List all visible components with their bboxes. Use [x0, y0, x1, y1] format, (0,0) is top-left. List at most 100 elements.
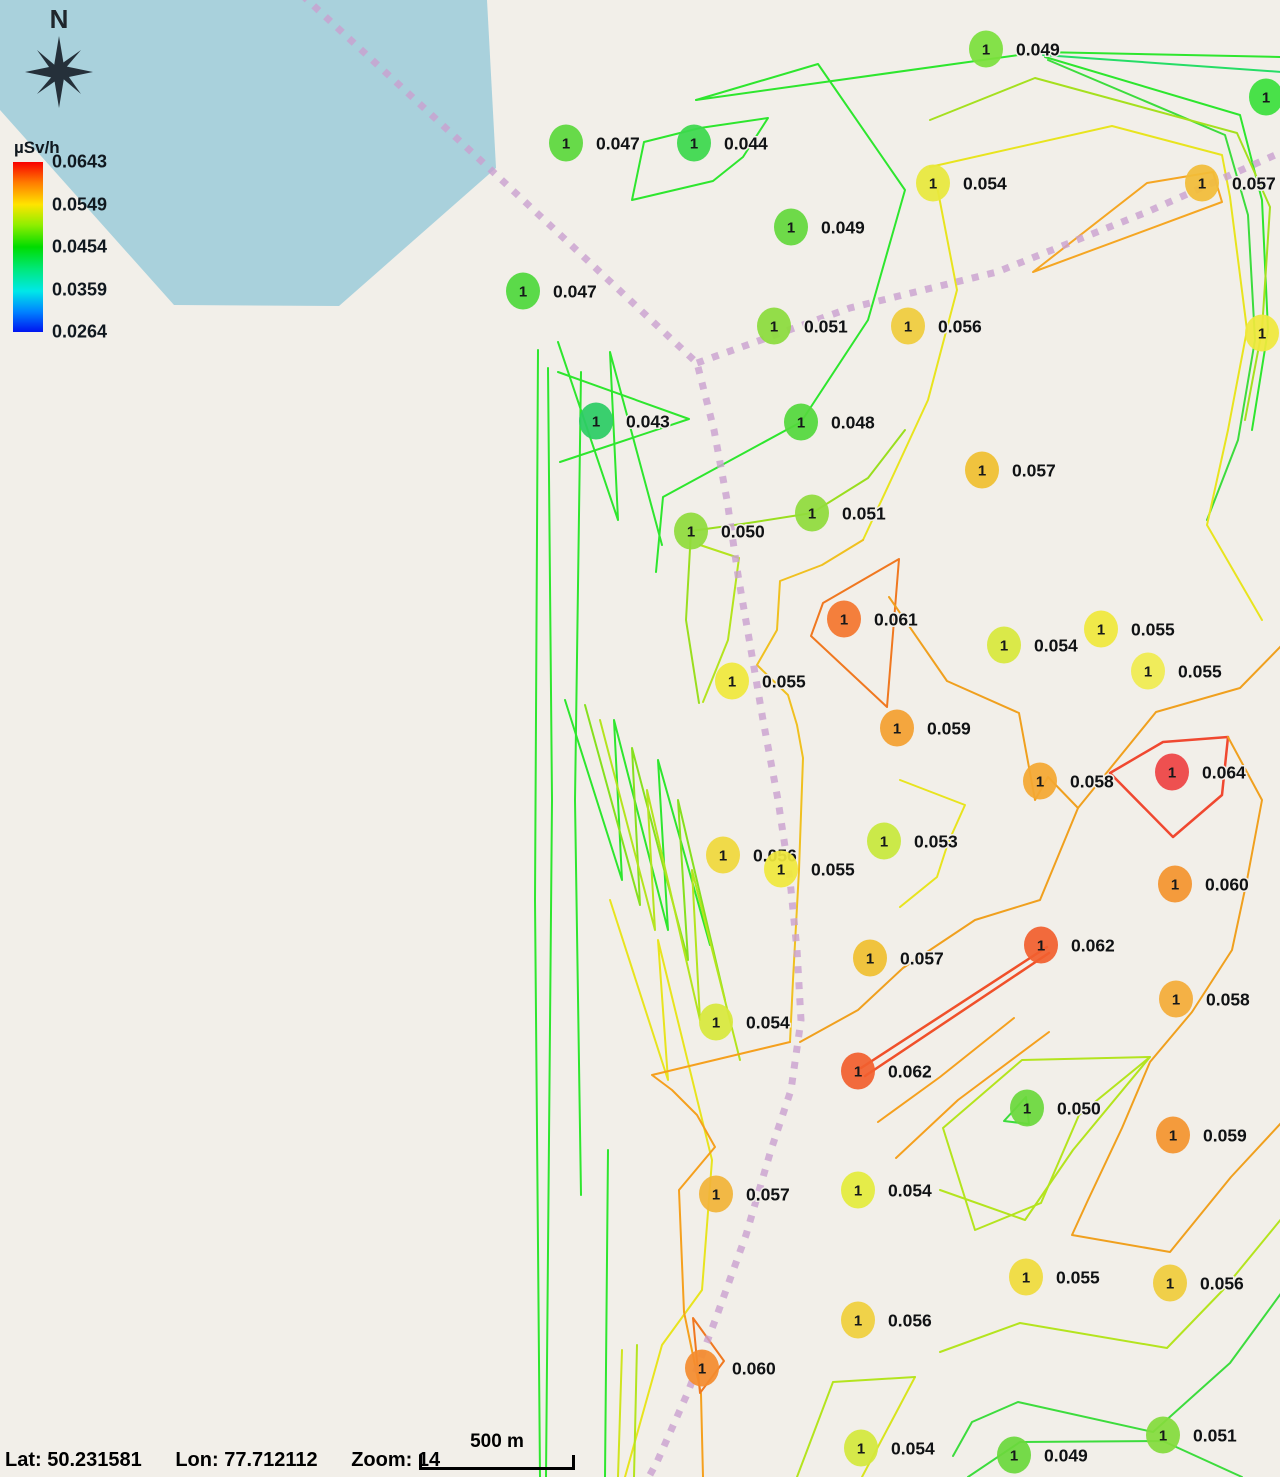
map-marker[interactable]: 1 0.044 — [677, 124, 770, 162]
map-marker[interactable]: 1 0.055 — [1131, 652, 1224, 690]
marker-circle[interactable] — [706, 836, 740, 874]
marker-circle[interactable] — [880, 709, 914, 747]
marker-circle[interactable] — [784, 403, 818, 441]
map-marker[interactable]: 1 0.060 — [1158, 865, 1251, 903]
map-marker[interactable]: 1 0.055 — [1084, 610, 1177, 648]
map-marker[interactable]: 1 0.056 — [1153, 1264, 1246, 1302]
map-marker[interactable]: 1 0.047 — [549, 124, 641, 162]
marker-circle[interactable] — [1009, 1258, 1043, 1296]
marker-circle[interactable] — [699, 1003, 733, 1041]
marker-circle[interactable] — [844, 1429, 878, 1467]
marker-circle[interactable] — [827, 600, 861, 638]
marker-circle[interactable] — [1084, 610, 1118, 648]
map-marker[interactable]: 1 — [1245, 314, 1279, 352]
map-marker[interactable]: 1 0.057 — [1185, 164, 1277, 202]
marker-circle[interactable] — [1249, 78, 1280, 116]
marker-circle[interactable] — [685, 1349, 719, 1387]
map-marker[interactable]: 1 0.054 — [844, 1429, 937, 1467]
map-marker[interactable]: 1 0.061 — [827, 600, 920, 638]
marker-circle[interactable] — [867, 822, 901, 860]
marker-circle[interactable] — [965, 451, 999, 489]
map-marker[interactable]: 1 0.058 — [1159, 980, 1252, 1018]
marker-circle[interactable] — [1023, 762, 1057, 800]
map-marker[interactable]: 1 0.051 — [757, 307, 850, 345]
marker-circle[interactable] — [764, 850, 798, 888]
map-marker[interactable]: 1 0.058 — [1023, 762, 1116, 800]
map-marker[interactable]: 1 0.055 — [764, 850, 857, 888]
map-marker[interactable]: 1 0.048 — [784, 403, 877, 441]
map-marker[interactable]: 1 0.053 — [867, 822, 960, 860]
map-marker[interactable]: 1 0.057 — [699, 1175, 791, 1213]
map-marker[interactable]: 1 0.049 — [997, 1436, 1090, 1474]
map-marker[interactable]: 1 0.055 — [715, 662, 808, 700]
map-marker[interactable]: 1 0.064 — [1155, 753, 1248, 791]
marker-circle[interactable] — [579, 402, 613, 440]
marker-count: 1 — [1262, 90, 1270, 107]
map-marker[interactable]: 1 0.043 — [579, 402, 672, 440]
marker-circle[interactable] — [1131, 652, 1165, 690]
map-marker[interactable]: 1 0.059 — [880, 709, 973, 747]
marker-circle[interactable] — [1159, 980, 1193, 1018]
marker-circle[interactable] — [1153, 1264, 1187, 1302]
marker-circle[interactable] — [757, 307, 791, 345]
marker-circle[interactable] — [1158, 865, 1192, 903]
map-marker[interactable]: 1 0.051 — [1146, 1416, 1239, 1454]
marker-circle[interactable] — [987, 626, 1021, 664]
marker-circle[interactable] — [1155, 753, 1189, 791]
marker-count: 1 — [982, 42, 990, 59]
map-marker[interactable]: 1 — [1249, 78, 1280, 116]
map-marker[interactable]: 1 0.050 — [674, 512, 767, 550]
map-marker[interactable]: 1 0.057 — [965, 451, 1057, 489]
marker-circle[interactable] — [1156, 1116, 1190, 1154]
map-marker[interactable]: 1 0.056 — [891, 307, 984, 345]
marker-value: 0.047 — [553, 282, 597, 302]
marker-circle[interactable] — [715, 662, 749, 700]
marker-circle[interactable] — [549, 124, 583, 162]
map-marker[interactable]: 1 0.062 — [1024, 926, 1117, 964]
marker-value: 0.054 — [1034, 636, 1078, 656]
marker-value: 0.043 — [626, 412, 670, 432]
map-marker[interactable]: 1 0.047 — [506, 272, 598, 310]
marker-circle[interactable] — [677, 124, 711, 162]
map-marker[interactable]: 1 0.054 — [916, 164, 1009, 202]
map-marker[interactable]: 1 0.057 — [853, 939, 945, 977]
marker-circle[interactable] — [969, 30, 1003, 68]
marker-count: 1 — [854, 1064, 862, 1081]
marker-circle[interactable] — [997, 1436, 1031, 1474]
marker-circle[interactable] — [841, 1171, 875, 1209]
map-marker[interactable]: 1 0.056 — [841, 1301, 934, 1339]
marker-circle[interactable] — [1010, 1089, 1044, 1127]
contour-line — [599, 719, 741, 1061]
marker-circle[interactable] — [774, 208, 808, 246]
marker-circle[interactable] — [841, 1301, 875, 1339]
marker-circle[interactable] — [506, 272, 540, 310]
marker-count: 1 — [719, 848, 727, 865]
marker-circle[interactable] — [1024, 926, 1058, 964]
marker-circle[interactable] — [699, 1175, 733, 1213]
map-marker[interactable]: 1 0.050 — [1010, 1089, 1103, 1127]
map-marker[interactable]: 1 0.049 — [774, 208, 867, 246]
legend-tick: 0.0549 — [52, 194, 108, 214]
contour-line — [859, 945, 1049, 1070]
map-marker[interactable]: 1 0.051 — [795, 494, 888, 532]
marker-circle[interactable] — [1245, 314, 1279, 352]
legend-tick: 0.0454 — [52, 236, 108, 257]
marker-count: 1 — [929, 176, 937, 193]
marker-circle[interactable] — [853, 939, 887, 977]
marker-circle[interactable] — [1146, 1416, 1180, 1454]
map-marker[interactable]: 1 0.054 — [841, 1171, 934, 1209]
marker-circle[interactable] — [674, 512, 708, 550]
map-marker[interactable]: 1 0.055 — [1009, 1258, 1102, 1296]
marker-circle[interactable] — [841, 1052, 875, 1090]
marker-circle[interactable] — [891, 307, 925, 345]
map-marker[interactable]: 1 0.054 — [987, 626, 1080, 664]
map-marker[interactable]: 1 0.049 — [969, 30, 1062, 68]
marker-circle[interactable] — [1185, 164, 1219, 202]
map-marker[interactable]: 1 0.059 — [1156, 1116, 1249, 1154]
marker-circle[interactable] — [916, 164, 950, 202]
map-marker[interactable]: 1 0.054 — [699, 1003, 792, 1041]
map-marker[interactable]: 1 0.062 — [841, 1052, 934, 1090]
marker-circle[interactable] — [795, 494, 829, 532]
map-marker[interactable]: 1 0.060 — [685, 1349, 778, 1387]
